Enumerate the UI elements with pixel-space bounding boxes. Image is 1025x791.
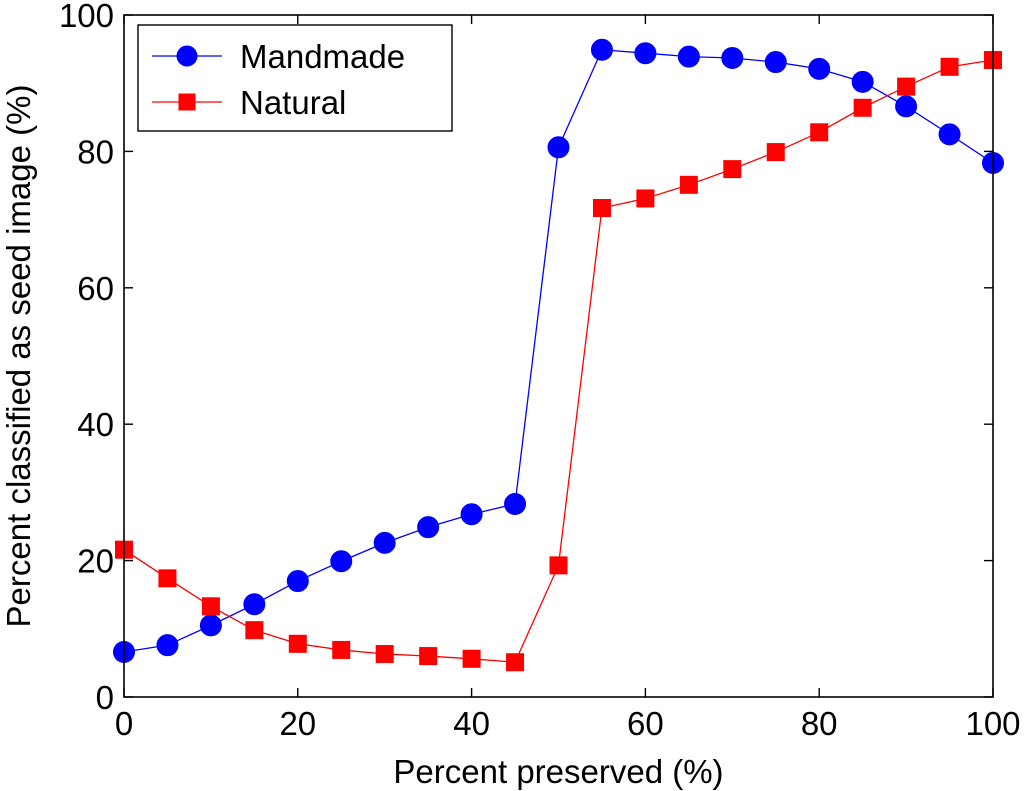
data-point [764,51,787,74]
data-point [286,570,309,593]
tick-labels: 0 20 40 60 80 100 0 20 40 60 80 100 [59,0,1021,742]
y-tick-label: 60 [77,270,114,307]
data-point [634,42,657,65]
legend-label: Mandmade [240,38,405,75]
data-point [201,597,220,616]
data-point [243,593,266,616]
data-point [723,160,742,179]
x-tick-label: 0 [115,705,133,742]
data-point [810,123,829,142]
data-point [851,70,874,93]
y-tick-label: 100 [59,0,114,34]
data-point [460,503,483,526]
x-tick-label: 100 [965,705,1020,742]
x-tick-label: 40 [453,705,490,742]
legend-label: Natural [240,84,346,121]
data-point [506,653,525,672]
data-point [332,640,351,659]
data-point [373,531,396,554]
data-point [199,614,222,637]
data-point [158,569,177,588]
data-point [288,634,307,653]
data-point [504,492,527,515]
data-point [940,57,959,76]
data-point [419,647,438,666]
data-point [677,45,700,68]
data-point [636,189,655,208]
data-point [547,136,570,159]
y-tick-label: 0 [96,679,114,716]
x-tick-label: 60 [627,705,664,742]
data-point [330,550,353,573]
series-natural [115,51,1002,672]
legend-box [137,24,453,132]
legend-entry: Mandmade [152,38,405,75]
data-point [590,38,613,61]
data-point [245,621,264,640]
series-group [113,38,1004,672]
x-axis-title: Percent preserved (%) [393,753,723,790]
y-tick-label: 40 [77,406,114,443]
y-tick-label: 80 [77,133,114,170]
data-point [938,123,961,146]
data-point [766,143,785,162]
data-point [808,57,831,80]
data-point [897,77,916,96]
axes-box [123,14,994,698]
y-axis-title: Percent classified as seed image (%) [0,85,37,628]
y-tick-label: 20 [77,543,114,580]
axes-frame [123,14,994,698]
data-point [549,556,568,575]
data-point [592,199,611,218]
data-point [721,46,744,69]
legend-marker [178,93,196,111]
legend-marker [176,45,198,67]
data-point [156,634,179,657]
x-tick-label: 80 [801,705,838,742]
legend-entry: Natural [152,84,346,121]
data-point [895,95,918,118]
data-point [375,645,394,664]
x-tick-label: 20 [279,705,316,742]
data-point [462,649,481,668]
data-point [417,516,440,539]
legend: Mandmade Natural [137,24,453,132]
data-point [853,98,872,117]
data-point [679,175,698,194]
